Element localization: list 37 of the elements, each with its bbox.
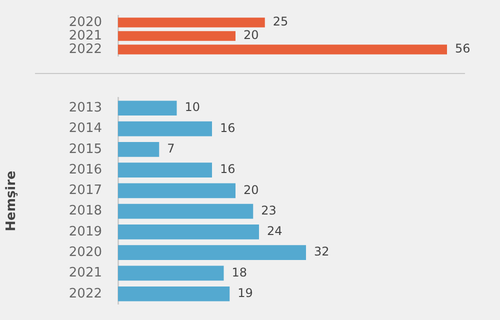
y-axis-title: Hemşire (4, 170, 20, 232)
data-label: 16 (220, 120, 236, 135)
bar (118, 142, 160, 157)
bar (118, 100, 177, 116)
y-tick-label: 2022 (68, 42, 102, 57)
bar (118, 162, 212, 178)
bar (118, 245, 306, 260)
bar (118, 121, 212, 136)
data-label: 18 (232, 265, 248, 280)
bar (118, 286, 230, 302)
y-tick-label: 2013 (68, 100, 102, 116)
data-label: 7 (167, 142, 175, 156)
bar (118, 224, 259, 240)
bar (118, 204, 254, 219)
y-tick-label: 2015 (68, 142, 102, 157)
y-tick-label: 2016 (68, 162, 102, 178)
y-tick-label: 2020 (68, 244, 102, 260)
data-label: 10 (184, 100, 200, 114)
data-label: 16 (220, 162, 236, 176)
data-label: 20 (244, 28, 259, 42)
y-tick-label: 2017 (68, 183, 102, 198)
bar (118, 183, 236, 198)
y-tick-label: 2014 (68, 121, 102, 136)
y-tick-label: 2022 (68, 286, 102, 302)
y-tick-label: 2019 (68, 224, 102, 240)
data-label: 19 (238, 286, 253, 300)
data-label: 23 (261, 203, 276, 218)
y-tick-label: 2018 (68, 204, 102, 219)
data-label: 56 (455, 42, 470, 56)
y-tick-label: 2021 (68, 28, 102, 44)
y-tick-label: 2021 (68, 266, 102, 281)
data-label: 20 (244, 182, 259, 197)
data-label: 24 (267, 224, 282, 238)
bar (118, 266, 224, 281)
data-label: 32 (314, 244, 330, 259)
y-tick-label: 2020 (68, 14, 102, 30)
data-label: 25 (272, 14, 288, 29)
